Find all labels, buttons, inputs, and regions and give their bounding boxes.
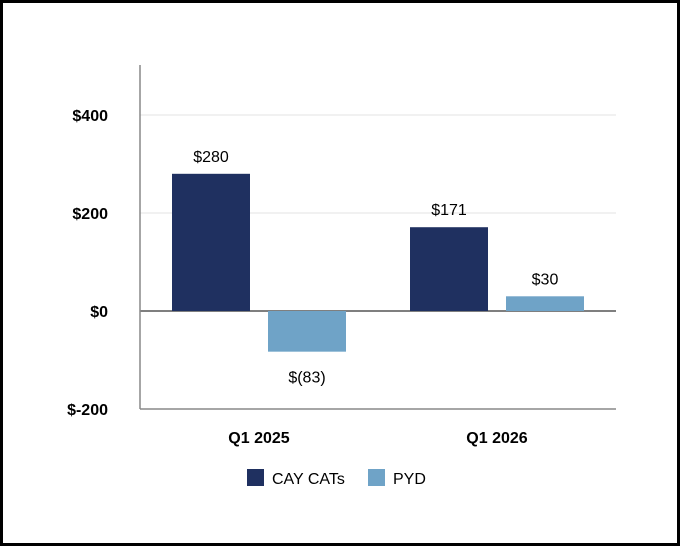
legend: CAY CATs PYD [247,469,426,488]
y-tick-label: $0 [90,304,108,321]
data-label: $30 [532,271,559,288]
y-tick-label: $200 [72,206,108,223]
legend-label: CAY CATs [272,471,345,488]
data-label: $280 [193,149,229,166]
legend-label: PYD [393,471,426,488]
y-tick-label: $-200 [67,402,108,419]
bar-cay-cats-0 [172,173,250,311]
legend-swatch [368,469,385,486]
data-labels: $280 $171 $(83) $30 [193,149,558,387]
bar-cay-cats-1 [410,227,488,311]
category-label: Q1 2025 [228,430,289,447]
legend-swatch [247,469,264,486]
category-label: Q1 2026 [466,430,527,447]
y-tick-labels: $400 $200 $0 $-200 [67,108,108,419]
data-label: $(83) [288,370,325,387]
bars [172,173,584,352]
data-label: $171 [431,202,467,219]
bar-pyd-0 [268,311,346,352]
bar-pyd-1 [506,296,584,311]
category-labels: Q1 2025 Q1 2026 [228,430,527,447]
y-tick-label: $400 [72,108,108,125]
